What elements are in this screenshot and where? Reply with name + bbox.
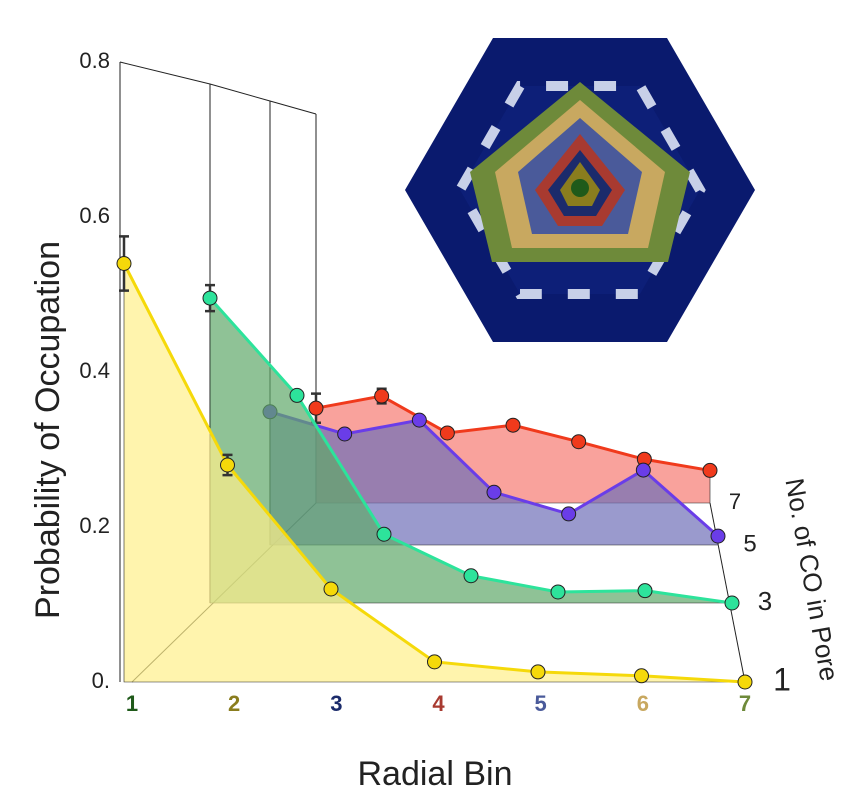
data-point (338, 427, 352, 441)
y-tick-label: 0.8 (79, 48, 110, 73)
x-tick-label: 3 (330, 691, 342, 716)
y-tick-label: 0.2 (79, 513, 110, 538)
data-point (117, 257, 131, 271)
data-point (324, 582, 338, 596)
pore-inset (405, 38, 755, 342)
data-point (711, 529, 725, 543)
x-tick-label: 1 (126, 691, 138, 716)
x-tick-label: 4 (432, 691, 445, 716)
data-point (377, 527, 391, 541)
data-point (375, 389, 389, 403)
y-tick-label: 0. (92, 668, 110, 693)
x-tick-label: 7 (739, 691, 751, 716)
data-point (464, 569, 478, 583)
chart: Probability of Occupation Radial Bin No.… (0, 0, 854, 794)
data-point (738, 675, 752, 689)
data-point (635, 669, 649, 683)
data-point (725, 596, 739, 610)
data-point (638, 584, 652, 598)
data-point (428, 655, 442, 669)
y-tick-label: 0.6 (79, 203, 110, 228)
data-point (572, 435, 586, 449)
data-point (203, 291, 217, 305)
data-point (506, 418, 520, 432)
frame-line (120, 62, 316, 114)
data-point (636, 463, 650, 477)
data-point (487, 485, 501, 499)
data-point (221, 458, 235, 472)
series-label: 7 (729, 489, 741, 514)
x-tick-label: 2 (228, 691, 240, 716)
data-point (551, 585, 565, 599)
y-tick-label: 0.4 (79, 358, 110, 383)
x-tick-label: 6 (637, 691, 649, 716)
data-point (562, 507, 576, 521)
data-point (309, 401, 323, 415)
data-point (440, 426, 454, 440)
z-axis-label: No. of CO in Pore (780, 476, 845, 683)
series-label: 1 (773, 661, 791, 697)
pore-core (571, 179, 589, 197)
data-point (703, 463, 717, 477)
y-axis-label: Probability of Occupation (29, 241, 67, 619)
series-label: 3 (758, 586, 772, 616)
data-point (531, 665, 545, 679)
data-point (290, 388, 304, 402)
x-axis-label: Radial Bin (358, 755, 513, 793)
data-point (412, 413, 426, 427)
x-tick-label: 5 (535, 691, 547, 716)
series-label: 5 (743, 530, 756, 557)
